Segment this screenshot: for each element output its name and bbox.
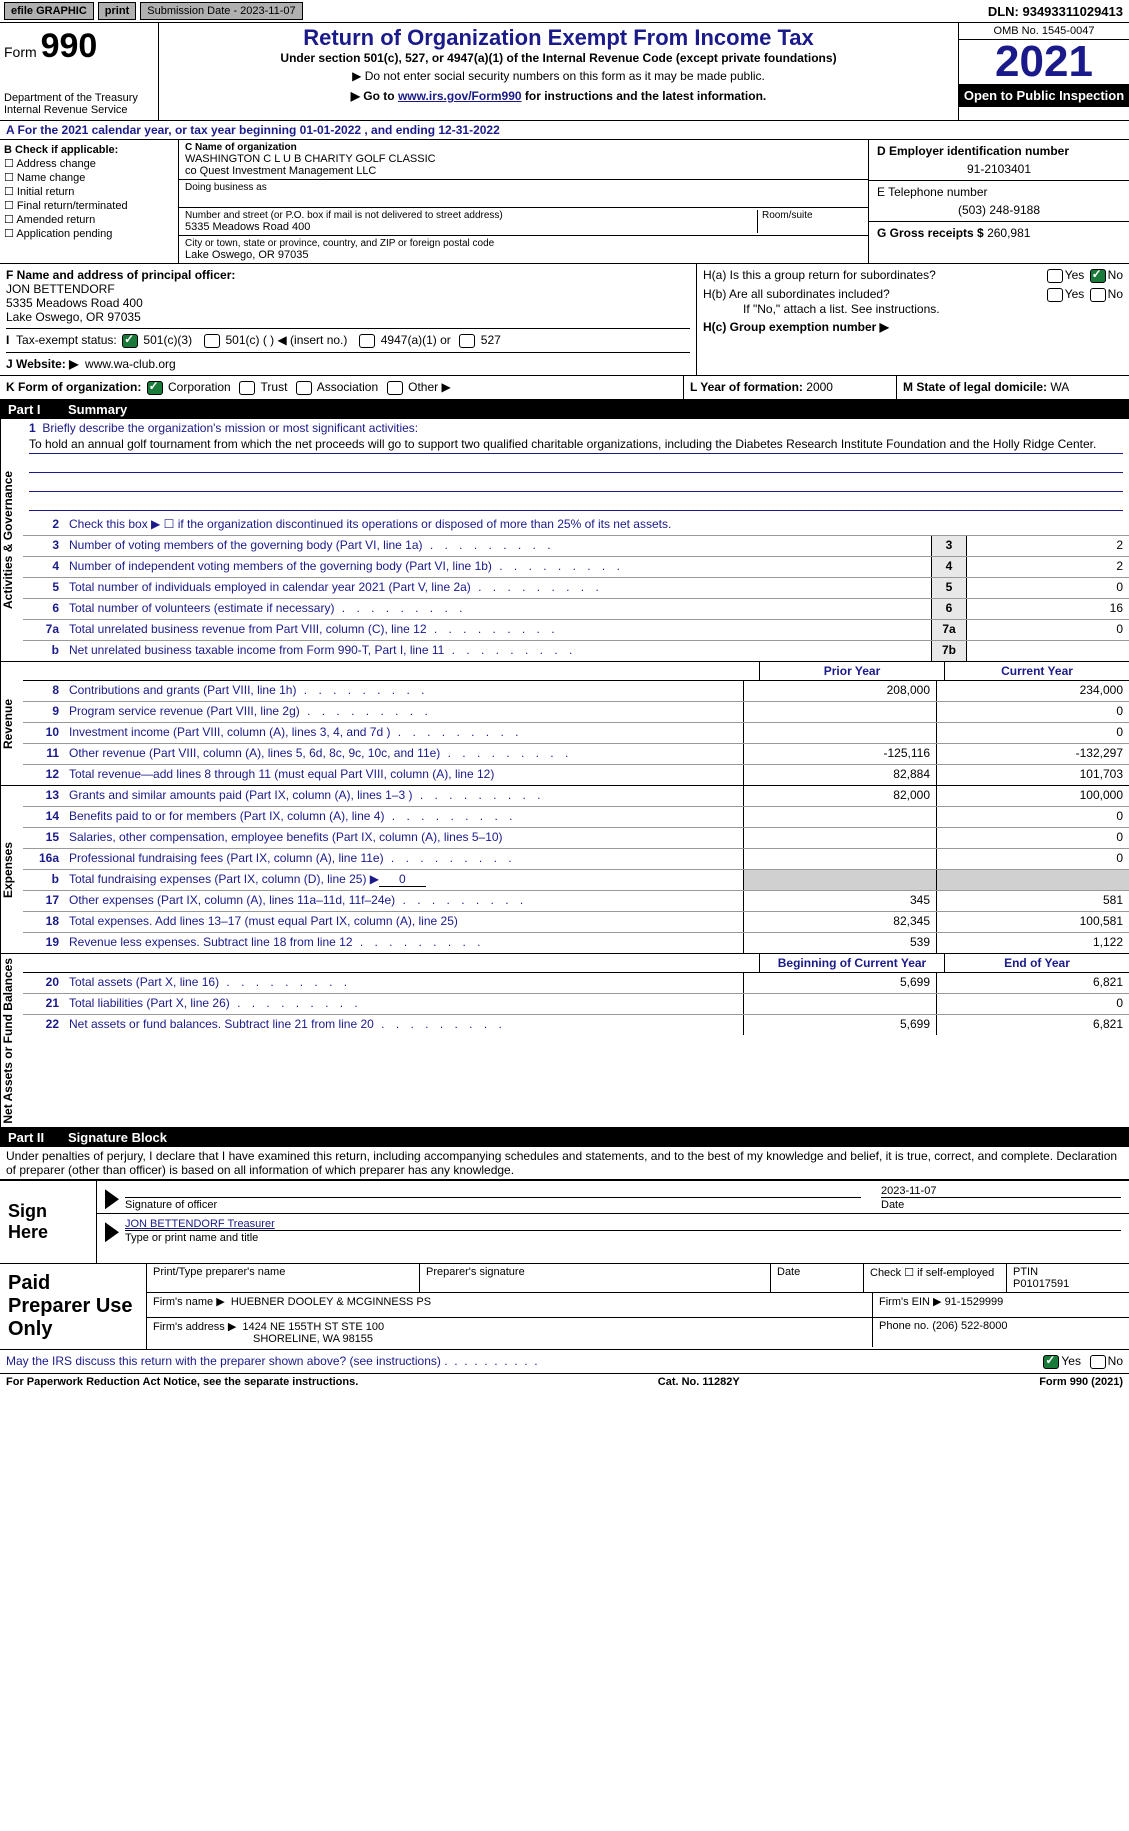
- submission-date: Submission Date - 2023-11-07: [140, 2, 302, 20]
- col-d: D Employer identification number 91-2103…: [868, 140, 1129, 263]
- k-other[interactable]: [387, 381, 403, 395]
- sign-section: Sign Here Signature of officer 2023-11-0…: [0, 1180, 1129, 1264]
- hb-yes[interactable]: [1047, 288, 1063, 302]
- form-prefix: Form: [4, 44, 37, 60]
- tax-status: I Tax-exempt status: 501(c)(3) 501(c) ( …: [6, 328, 690, 348]
- chk-pending[interactable]: ☐ Application pending: [4, 227, 174, 240]
- k-trust[interactable]: [239, 381, 255, 395]
- section-bcd: B Check if applicable: ☐ Address change …: [0, 140, 1129, 264]
- irs: Internal Revenue Service: [4, 104, 154, 116]
- top-bar: efile GRAPHIC print Submission Date - 20…: [0, 0, 1129, 23]
- efile-label: efile GRAPHIC: [4, 2, 94, 20]
- chk-initial[interactable]: ☐ Initial return: [4, 185, 174, 198]
- hb-no[interactable]: [1090, 288, 1106, 302]
- tab-activities: Activities & Governance: [0, 419, 23, 661]
- officer-name-link[interactable]: JON BETTENDORF Treasurer: [125, 1218, 275, 1230]
- final-footer: For Paperwork Reduction Act Notice, see …: [0, 1374, 1129, 1390]
- netassets-section: Net Assets or Fund Balances Beginning of…: [0, 954, 1129, 1129]
- row-klm: K Form of organization: Corporation Trus…: [0, 376, 1129, 400]
- arrow-icon: [105, 1222, 119, 1242]
- city-cell: City or town, state or province, country…: [179, 236, 868, 263]
- gross-cell: G Gross receipts $ 260,981: [869, 222, 1129, 263]
- irs-link[interactable]: www.irs.gov/Form990: [398, 89, 522, 103]
- ha-yes[interactable]: [1047, 269, 1063, 283]
- arrow-icon: [105, 1189, 119, 1209]
- subtitle: Under section 501(c), 527, or 4947(a)(1)…: [165, 51, 952, 65]
- b-label: B Check if applicable:: [4, 144, 174, 156]
- line-a: A For the 2021 calendar year, or tax yea…: [0, 121, 1129, 140]
- part1-header: Part I Summary: [0, 400, 1129, 419]
- addr-cell: Number and street (or P.O. box if mail i…: [179, 208, 868, 236]
- chk-501c[interactable]: [204, 334, 220, 348]
- mission: 1 Briefly describe the organization's mi…: [23, 419, 1129, 515]
- dba-cell: Doing business as: [179, 180, 868, 208]
- expenses-section: Expenses 13Grants and similar amounts pa…: [0, 786, 1129, 954]
- col-b: B Check if applicable: ☐ Address change …: [0, 140, 179, 263]
- ha-no[interactable]: [1090, 269, 1106, 283]
- discuss-no[interactable]: [1090, 1355, 1106, 1369]
- sig-officer-row: Signature of officer 2023-11-07 Date: [97, 1181, 1129, 1214]
- tab-netassets: Net Assets or Fund Balances: [0, 954, 23, 1128]
- prep-label: Paid Preparer Use Only: [0, 1264, 147, 1349]
- col-f: F Name and address of principal officer:…: [0, 264, 697, 375]
- col-c: C Name of organization WASHINGTON C L U …: [179, 140, 868, 263]
- title-box: Return of Organization Exempt From Incom…: [159, 23, 958, 120]
- section-fh: F Name and address of principal officer:…: [0, 264, 1129, 376]
- form-box: Form 990 Department of the Treasury Inte…: [0, 23, 159, 120]
- penalty-text: Under penalties of perjury, I declare th…: [0, 1147, 1129, 1180]
- title: Return of Organization Exempt From Incom…: [165, 25, 952, 51]
- year-box: OMB No. 1545-0047 2021 Open to Public In…: [958, 23, 1129, 120]
- tab-expenses: Expenses: [0, 786, 23, 953]
- print-button[interactable]: print: [98, 2, 136, 20]
- col-h: H(a) Is this a group return for subordin…: [697, 264, 1129, 375]
- chk-final[interactable]: ☐ Final return/terminated: [4, 199, 174, 212]
- chk-name[interactable]: ☐ Name change: [4, 171, 174, 184]
- ein-cell: D Employer identification number 91-2103…: [869, 140, 1129, 181]
- discuss-row: May the IRS discuss this return with the…: [0, 1350, 1129, 1374]
- preparer-section: Paid Preparer Use Only Print/Type prepar…: [0, 1264, 1129, 1350]
- tax-year: 2021: [959, 40, 1129, 84]
- note1: ▶ Do not enter social security numbers o…: [165, 69, 952, 83]
- tab-revenue: Revenue: [0, 662, 23, 785]
- chk-4947[interactable]: [359, 334, 375, 348]
- phone-cell: E Telephone number (503) 248-9188: [869, 181, 1129, 222]
- dln: DLN: 93493311029413: [988, 4, 1123, 19]
- org-name-cell: C Name of organization WASHINGTON C L U …: [179, 140, 868, 180]
- sign-here-label: Sign Here: [0, 1181, 97, 1263]
- note2: ▶ Go to www.irs.gov/Form990 for instruct…: [165, 89, 952, 103]
- open-inspection: Open to Public Inspection: [959, 84, 1129, 107]
- header: Form 990 Department of the Treasury Inte…: [0, 23, 1129, 121]
- revenue-section: Revenue Prior YearCurrent Year 8Contribu…: [0, 662, 1129, 786]
- website-row: J Website: ▶ www.wa-club.org: [6, 352, 690, 371]
- activities-section: Activities & Governance 1 Briefly descri…: [0, 419, 1129, 662]
- part2-header: Part II Signature Block: [0, 1128, 1129, 1147]
- chk-501c3[interactable]: [122, 334, 138, 348]
- dept: Department of the Treasury: [4, 92, 154, 104]
- discuss-yes[interactable]: [1043, 1355, 1059, 1369]
- chk-amended[interactable]: ☐ Amended return: [4, 213, 174, 226]
- k-corp[interactable]: [147, 381, 163, 395]
- form-number: 990: [41, 27, 98, 65]
- k-assoc[interactable]: [296, 381, 312, 395]
- sig-name-row: JON BETTENDORF Treasurer Type or print n…: [97, 1214, 1129, 1246]
- chk-address[interactable]: ☐ Address change: [4, 157, 174, 170]
- chk-527[interactable]: [459, 334, 475, 348]
